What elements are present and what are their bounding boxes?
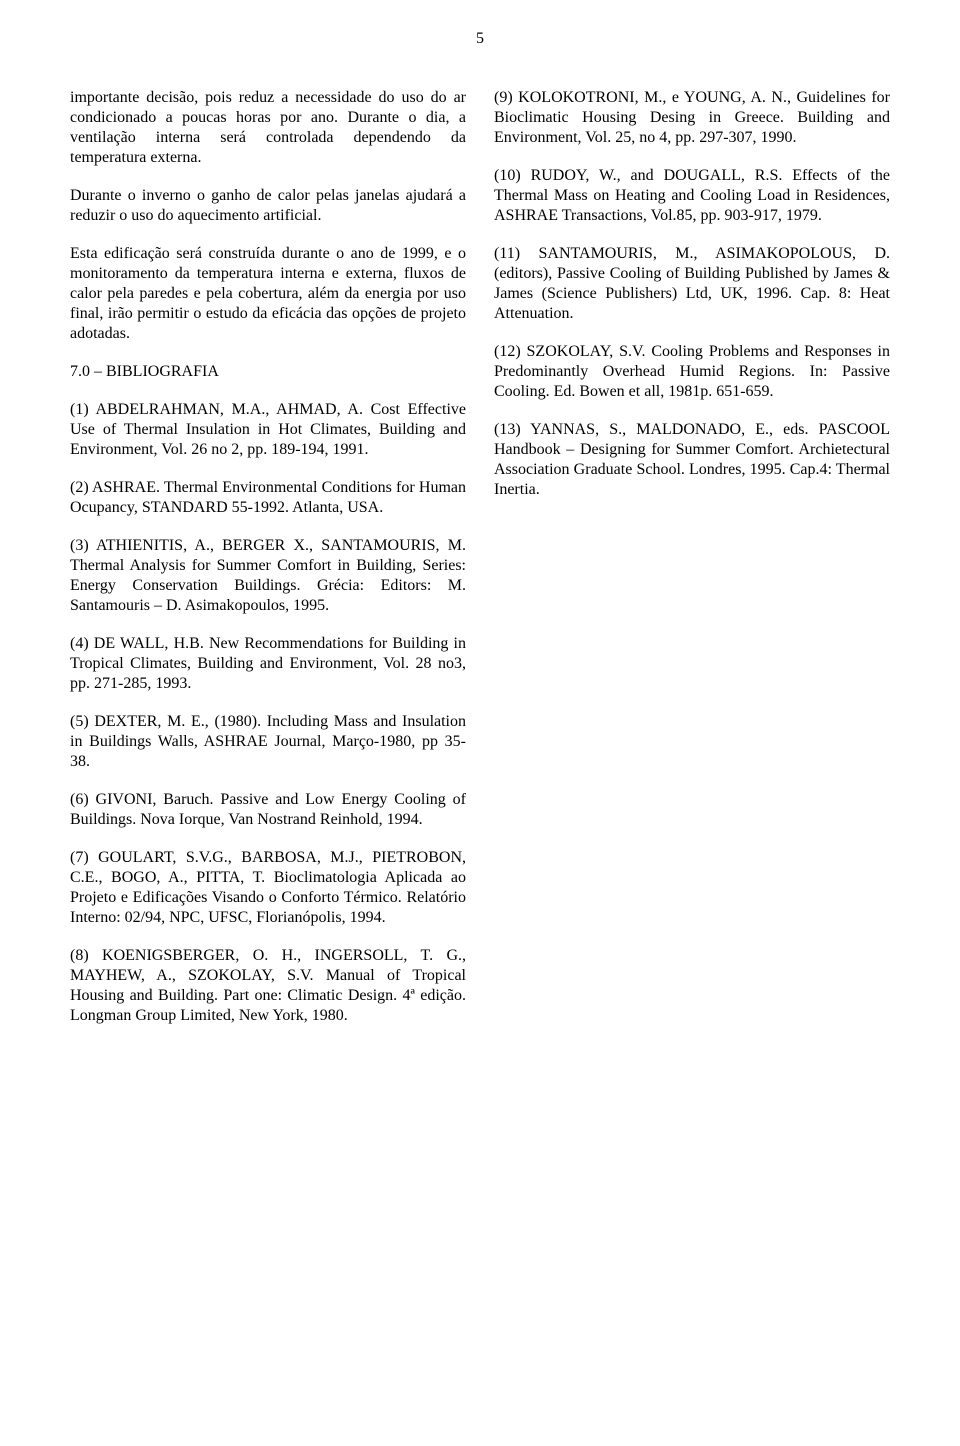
reference-entry: (13) YANNAS, S., MALDONADO, E., eds. PAS… [494,420,890,500]
left-column: importante decisão, pois reduz a necessi… [70,88,466,1044]
reference-entry: (12) SZOKOLAY, S.V. Cooling Problems and… [494,342,890,402]
bibliography-heading: 7.0 – BIBLIOGRAFIA [70,362,466,382]
body-paragraph: Esta edificação será construída durante … [70,244,466,344]
two-column-layout: importante decisão, pois reduz a necessi… [70,88,890,1044]
reference-entry: (1) ABDELRAHMAN, M.A., AHMAD, A. Cost Ef… [70,400,466,460]
reference-entry: (10) RUDOY, W., and DOUGALL, R.S. Effect… [494,166,890,226]
page-number: 5 [70,30,890,48]
reference-entry: (8) KOENIGSBERGER, O. H., INGERSOLL, T. … [70,946,466,1026]
right-column: (9) KOLOKOTRONI, M., e YOUNG, A. N., Gui… [494,88,890,1044]
reference-entry: (5) DEXTER, M. E., (1980). Including Mas… [70,712,466,772]
body-paragraph: importante decisão, pois reduz a necessi… [70,88,466,168]
reference-entry: (9) KOLOKOTRONI, M., e YOUNG, A. N., Gui… [494,88,890,148]
reference-entry: (6) GIVONI, Baruch. Passive and Low Ener… [70,790,466,830]
reference-entry: (2) ASHRAE. Thermal Environmental Condit… [70,478,466,518]
reference-entry: (11) SANTAMOURIS, M., ASIMAKOPOLOUS, D. … [494,244,890,324]
body-paragraph: Durante o inverno o ganho de calor pelas… [70,186,466,226]
reference-entry: (3) ATHIENITIS, A., BERGER X., SANTAMOUR… [70,536,466,616]
reference-entry: (4) DE WALL, H.B. New Recommendations fo… [70,634,466,694]
reference-entry: (7) GOULART, S.V.G., BARBOSA, M.J., PIET… [70,848,466,928]
